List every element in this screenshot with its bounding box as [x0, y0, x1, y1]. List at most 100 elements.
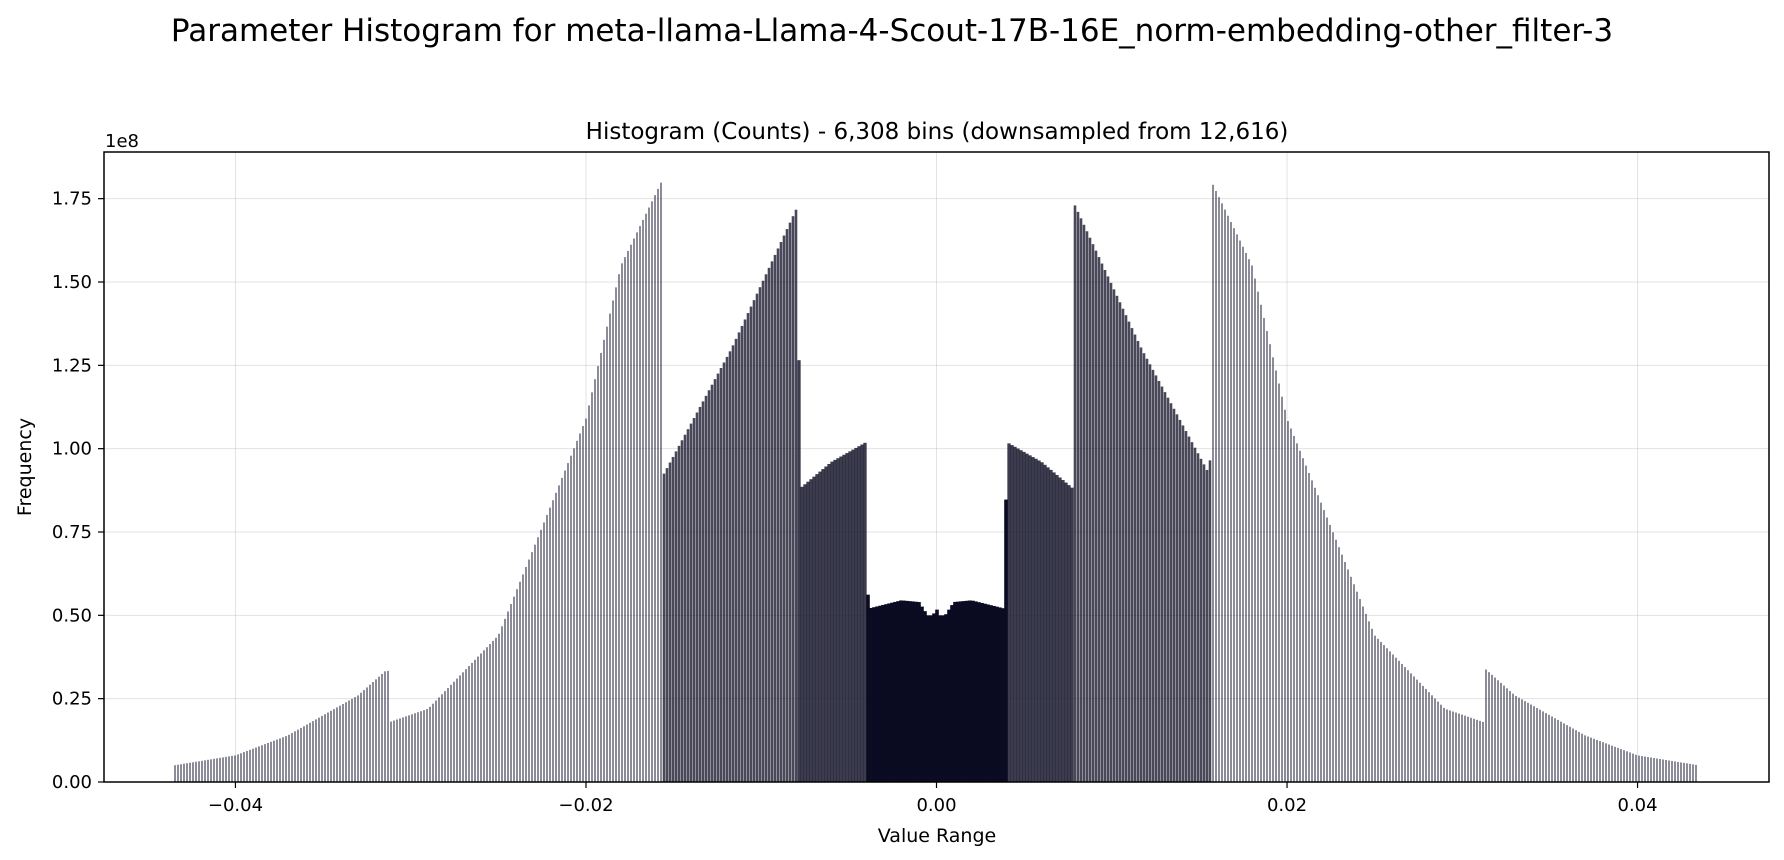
histogram-bar — [959, 601, 963, 782]
histogram-bar — [582, 426, 584, 782]
histogram-bar — [911, 601, 915, 782]
histogram-bar — [1584, 735, 1586, 782]
histogram-bar — [1482, 721, 1484, 782]
histogram-bar — [1344, 562, 1346, 782]
histogram-bar — [713, 379, 717, 782]
histogram-bar — [1569, 726, 1571, 782]
histogram-bar — [980, 602, 984, 782]
histogram-bar — [420, 711, 422, 782]
histogram-bar — [315, 719, 317, 782]
histogram-bar — [573, 448, 575, 782]
x-axis-label: Value Range — [878, 825, 996, 847]
histogram-bar — [797, 360, 801, 782]
histogram-bar — [1218, 197, 1220, 782]
histogram-bar — [1001, 608, 1005, 782]
histogram-bar — [1494, 677, 1496, 782]
histogram-bar — [1199, 458, 1203, 782]
histogram-bar — [600, 352, 602, 782]
histogram-bar — [1055, 474, 1059, 782]
histogram-bar — [1332, 532, 1334, 782]
histogram-bar — [417, 712, 419, 782]
histogram-bar — [857, 446, 861, 782]
histogram-bar — [1136, 341, 1140, 782]
histogram-bar — [932, 613, 936, 782]
histogram-bar — [1326, 517, 1328, 782]
histogram-bar — [1677, 761, 1679, 782]
histogram-bar — [947, 609, 951, 782]
histogram-bar — [387, 670, 389, 782]
histogram-bar — [249, 749, 251, 782]
histogram-bar — [1695, 764, 1697, 782]
histogram-bar — [288, 734, 290, 782]
histogram-bar — [1587, 736, 1589, 782]
y-axis-label: Frequency — [14, 418, 36, 516]
histogram-bar — [1281, 396, 1283, 782]
histogram-bar — [1500, 682, 1502, 782]
histogram-bar — [252, 748, 254, 782]
histogram-bar — [363, 690, 365, 782]
histogram-bar — [567, 463, 569, 782]
histogram-bar — [1386, 648, 1388, 782]
histogram-bar — [965, 600, 969, 782]
histogram-bar — [486, 647, 488, 782]
histogram-bar — [1452, 711, 1454, 782]
y-tick-label: 0.25 — [52, 689, 92, 710]
histogram-bar — [1082, 224, 1086, 782]
histogram-bar — [1614, 746, 1616, 782]
histogram-bar — [1019, 450, 1023, 782]
histogram-bar — [615, 287, 617, 782]
histogram-bar — [668, 462, 672, 782]
histogram-bar — [1506, 688, 1508, 782]
histogram-bar — [459, 675, 461, 782]
histogram-bar — [222, 757, 224, 782]
histogram-bar — [791, 216, 795, 783]
histogram-bar — [974, 601, 978, 782]
histogram-bar — [1578, 731, 1580, 782]
histogram-bar — [1626, 751, 1628, 782]
histogram-bar — [935, 609, 939, 782]
histogram-bar — [195, 761, 197, 782]
histogram-bar — [642, 219, 644, 782]
histogram-bar — [1067, 485, 1071, 782]
histogram-bar — [1548, 714, 1550, 782]
histogram-bar — [1491, 674, 1493, 782]
histogram-bar — [719, 368, 723, 782]
histogram-bar — [1269, 344, 1271, 782]
histogram-bar — [794, 209, 798, 782]
histogram-bar — [258, 746, 260, 782]
histogram-bar — [1572, 728, 1574, 782]
histogram-bar — [1407, 670, 1409, 782]
histogram-bar — [468, 666, 470, 782]
histogram-bar — [639, 226, 641, 783]
histogram-bar — [1154, 375, 1158, 782]
histogram-bar — [1278, 383, 1280, 782]
histogram-bar — [827, 463, 831, 782]
histogram-bar — [698, 406, 702, 782]
histogram-bar — [1575, 730, 1577, 782]
histogram-bar — [1470, 717, 1472, 782]
histogram-bar — [881, 604, 885, 782]
histogram-bar — [1449, 710, 1451, 782]
histogram-bar — [1031, 457, 1035, 782]
histogram-bar — [1674, 761, 1676, 782]
histogram-bar — [821, 469, 825, 782]
histogram-bar — [624, 257, 626, 782]
histogram-bar — [1542, 711, 1544, 782]
histogram-bar — [1016, 448, 1020, 782]
histogram-bar — [800, 486, 804, 782]
histogram-bar — [435, 700, 437, 782]
histogram-bar — [267, 742, 269, 782]
histogram-bar — [887, 603, 891, 782]
x-tick-label: −0.02 — [558, 795, 613, 816]
histogram-bar — [1308, 472, 1310, 782]
histogram-bar — [722, 362, 726, 782]
histogram-bar — [740, 325, 744, 782]
histogram-bar — [264, 744, 266, 782]
histogram-bar — [294, 731, 296, 782]
histogram-bar — [570, 455, 572, 782]
histogram-bar — [537, 537, 539, 782]
histogram-bar — [995, 606, 999, 782]
histogram-bar — [1145, 358, 1149, 782]
histogram-bar — [324, 714, 326, 782]
histogram-bar — [504, 618, 506, 782]
